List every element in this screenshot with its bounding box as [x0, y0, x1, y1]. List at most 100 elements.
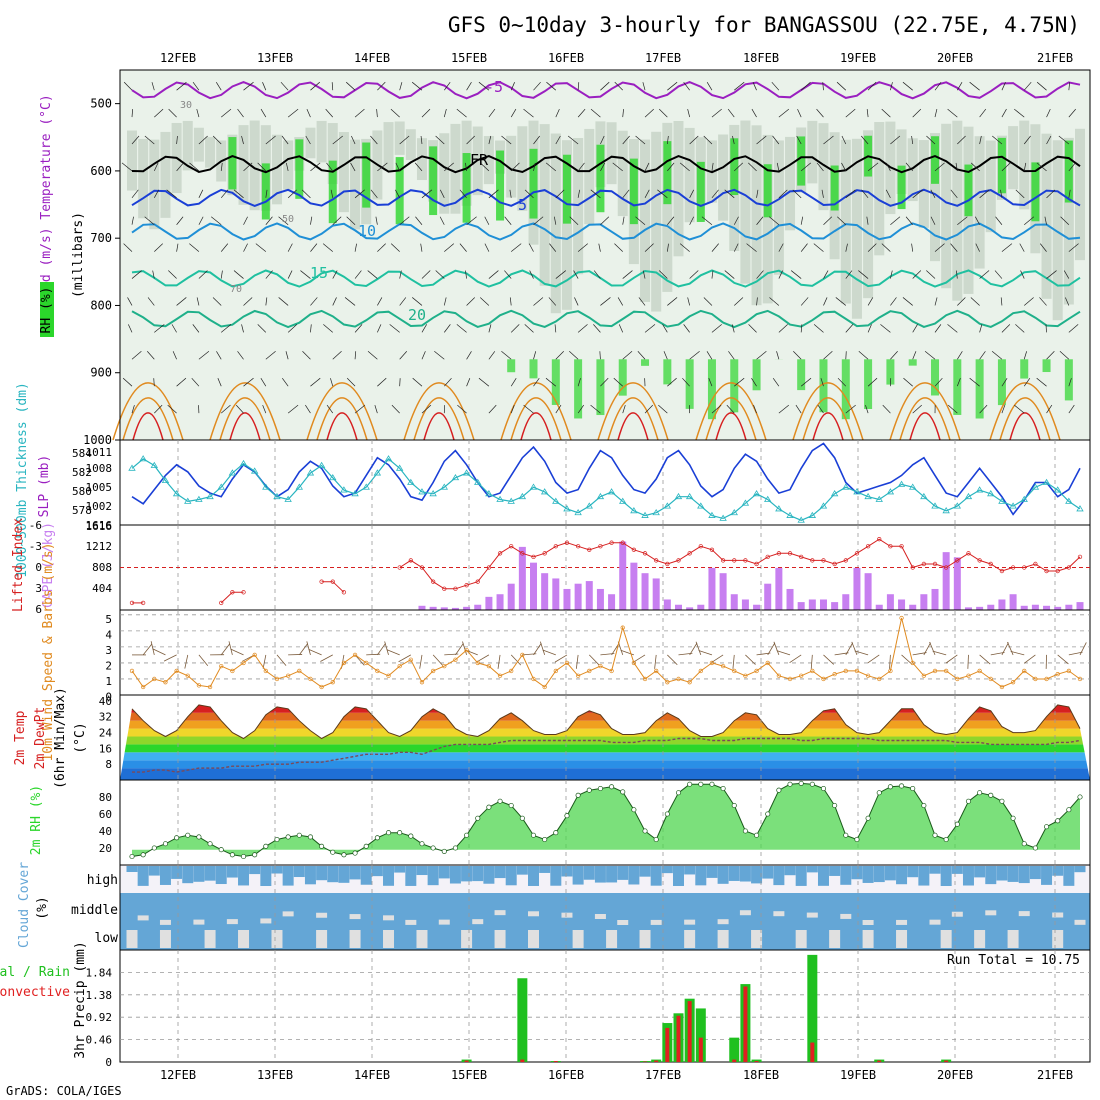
wind-barb	[701, 216, 713, 226]
temp-tick-label: 16	[99, 742, 112, 755]
thickness-marker	[998, 497, 1006, 504]
wind-barb	[510, 654, 522, 666]
wind-marker	[352, 652, 358, 658]
wind-barb	[298, 643, 308, 656]
li-marker	[877, 537, 882, 542]
wind-barb	[154, 243, 163, 252]
cloud-layer-label: low	[95, 931, 119, 946]
wind-barb	[667, 654, 678, 666]
thickness-marker	[786, 511, 794, 518]
thickness-marker	[808, 511, 817, 518]
wind-barb	[310, 216, 313, 225]
wind-barb	[711, 270, 714, 279]
rh-cell	[785, 136, 796, 231]
rh-marker	[229, 852, 235, 858]
rh-cell-wet	[629, 158, 638, 225]
rh-cell-wet	[551, 359, 560, 405]
wind-marker	[531, 676, 536, 682]
cloud-high-cell	[862, 866, 874, 883]
wind-barb	[554, 654, 568, 663]
wind-marker	[129, 668, 135, 674]
wind-barb	[682, 377, 690, 387]
isotherm-line	[131, 269, 1081, 288]
precip-total-bar	[751, 1059, 762, 1062]
cloud-high-cell	[505, 866, 517, 886]
cape-bar	[831, 602, 839, 610]
rh-marker	[408, 833, 414, 839]
x-tick-label-top: 13FEB	[257, 51, 293, 65]
cape-lifted-index-panel: -6 -3 0 3 6 1616 1212 808 404 Lifted Index CAPE (J…	[11, 518, 1091, 616]
wind-barb	[778, 324, 788, 333]
cape-tick-label: 1616	[86, 519, 113, 532]
wind-barb	[792, 189, 802, 199]
wind-barb	[131, 404, 135, 414]
li-marker	[219, 600, 224, 606]
wind-barb	[220, 270, 223, 279]
cape-bar	[686, 607, 694, 610]
wind-barb	[929, 641, 936, 656]
wind-barb	[330, 189, 334, 198]
wind-barb	[354, 404, 366, 414]
rh-cell-wet	[931, 359, 940, 396]
rh-cell	[561, 140, 572, 310]
wind-barb	[510, 324, 520, 333]
wind-barb	[399, 297, 407, 306]
wind-marker	[364, 660, 369, 666]
wind-barb	[926, 270, 936, 279]
thickness-marker	[362, 483, 370, 490]
cloud-high-cell	[606, 866, 618, 883]
boundary-layer-contour	[597, 382, 669, 441]
cloud-gap-cell	[751, 930, 763, 948]
wind-barb	[278, 216, 289, 225]
wind-marker	[207, 684, 213, 690]
wind-barb	[265, 189, 268, 198]
cloud-high-cell	[728, 866, 740, 881]
wind-marker	[141, 684, 146, 690]
thickness-marker	[485, 490, 493, 497]
wind-barb	[689, 270, 699, 279]
rh-cell	[874, 121, 885, 256]
wind-barb	[415, 216, 423, 225]
wind-barb	[683, 81, 690, 91]
thickness-marker	[228, 469, 237, 476]
rh-marker	[653, 836, 659, 843]
rh-cell	[952, 120, 963, 301]
wind-barb	[711, 243, 719, 252]
wind-barb	[667, 377, 677, 387]
cloud-high-cell	[929, 866, 941, 874]
rh-marker	[285, 834, 291, 840]
wind-marker	[799, 673, 804, 678]
isotherm-label: 15	[310, 264, 328, 282]
wind-barb	[905, 162, 913, 172]
wind-barb	[196, 109, 200, 118]
slp-thickness-panel: 584 582 580 578 1008 1005 1002 1011 1616 1000~500…	[15, 382, 1091, 578]
precip-tick-label: 0.92	[86, 1011, 113, 1024]
precip-convective-bar	[810, 1042, 815, 1062]
thickness-marker	[741, 499, 750, 506]
wind-marker	[1010, 680, 1016, 685]
wind-barb	[820, 378, 824, 387]
wind-barb	[979, 189, 990, 199]
rh-cell-wet	[663, 141, 672, 205]
wind-barb	[590, 108, 601, 118]
isotherm-label: 5	[518, 196, 527, 214]
rh-marker	[385, 830, 392, 836]
wind-marker	[308, 676, 313, 682]
wind-barb	[642, 270, 646, 279]
thickness-marker	[184, 497, 192, 504]
rh-cell	[160, 131, 171, 218]
cloud-high-cell	[293, 866, 305, 878]
wind-barb	[344, 297, 356, 306]
thickness-marker	[440, 483, 448, 490]
li-marker	[642, 551, 648, 556]
wind-marker	[185, 673, 190, 678]
rh-cell-wet	[562, 154, 571, 224]
x-tick-label-top: 18FEB	[743, 51, 779, 65]
wind-barb	[555, 135, 561, 145]
wind-barb	[443, 297, 447, 306]
wind-barb	[902, 297, 913, 306]
legend-label: Wind (m/s) Temperature (°C)	[39, 94, 54, 305]
cloud-high-cell	[282, 866, 294, 886]
rh-cell	[896, 129, 907, 195]
rh-cell	[182, 120, 193, 171]
